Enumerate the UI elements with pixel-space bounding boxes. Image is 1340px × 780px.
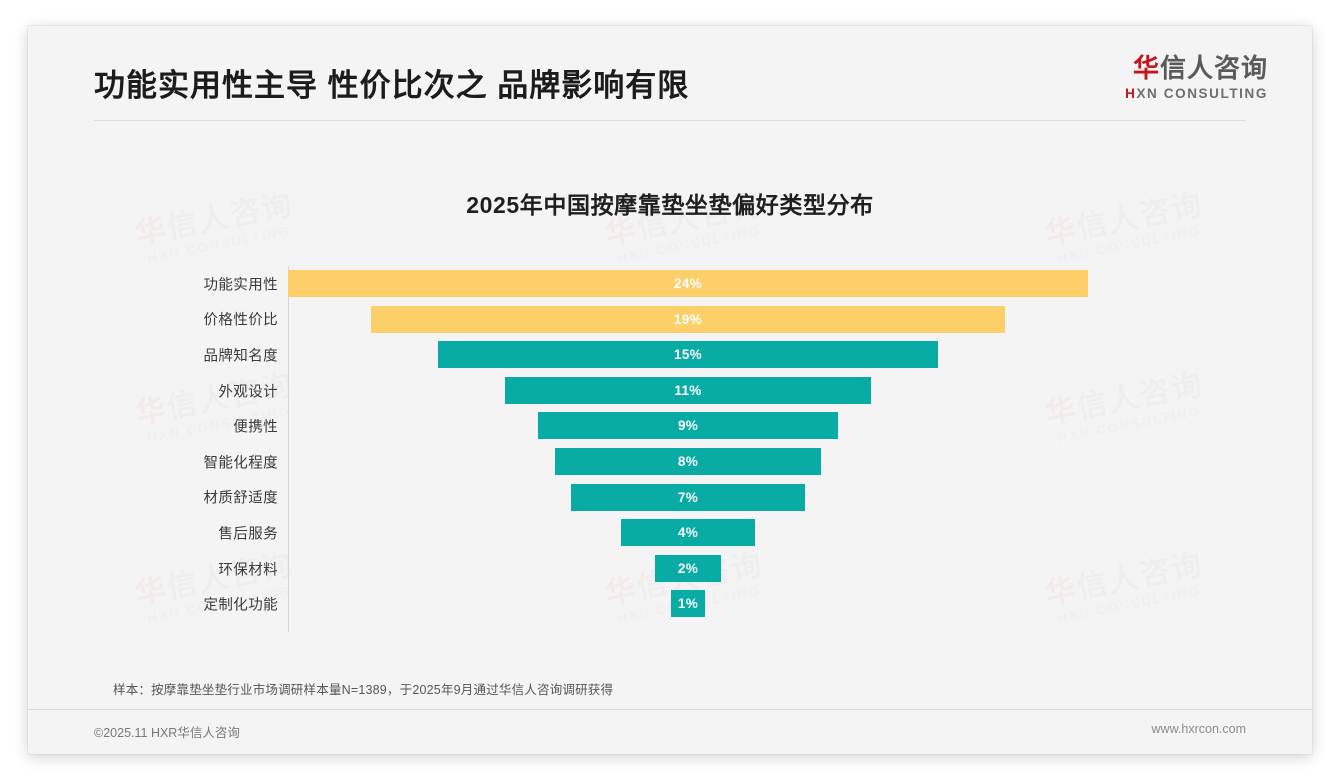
- bar-value-label: 11%: [674, 382, 702, 398]
- slide-card: 华信人咨询 HXN CONSULTING 华信人咨询 HXN CONSULTIN…: [28, 26, 1312, 754]
- bar-segment[interactable]: 9%: [538, 412, 838, 440]
- logo-cn-rest: 信人咨询: [1159, 53, 1268, 83]
- logo-en-rest: XN CONSULTING: [1136, 85, 1268, 101]
- chart-row: 价格性价比 19%: [28, 302, 1312, 338]
- chart-row: 环保材料 2%: [28, 551, 1312, 587]
- watermark-en: HXN CONSULTING: [1056, 222, 1202, 265]
- bar-value-label: 1%: [677, 596, 699, 612]
- bar-segment[interactable]: 19%: [371, 305, 1005, 333]
- logo-cn-highlight: 华: [1132, 53, 1160, 83]
- bar-value-label: 4%: [677, 525, 699, 541]
- bar-track: 11%: [288, 373, 1312, 409]
- watermark-en: HXN CONSULTING: [146, 222, 292, 265]
- chart-row: 功能实用性 24%: [28, 266, 1312, 302]
- logo-en-highlight: H: [1125, 85, 1137, 101]
- bar-track: 1%: [288, 586, 1312, 622]
- bar-track: 19%: [288, 302, 1312, 338]
- bar-segment[interactable]: 24%: [288, 270, 1088, 297]
- chart-row: 外观设计 11%: [28, 373, 1312, 409]
- category-label: 品牌知名度: [203, 348, 278, 365]
- category-label: 智能化程度: [203, 455, 278, 472]
- chart-row: 定制化功能 1%: [28, 586, 1312, 622]
- category-label: 外观设计: [218, 384, 278, 401]
- chart-row: 材质舒适度 7%: [28, 480, 1312, 516]
- bar-segment[interactable]: 11%: [504, 376, 872, 404]
- bar-track: 2%: [288, 551, 1312, 587]
- category-label: 价格性价比: [203, 312, 278, 329]
- chart-row: 便携性 9%: [28, 408, 1312, 444]
- bar-segment[interactable]: 1%: [671, 590, 705, 618]
- chart-title: 2025年中国按摩靠垫坐垫偏好类型分布: [466, 192, 874, 218]
- category-label: 环保材料: [218, 562, 278, 579]
- bar-track: 24%: [288, 266, 1312, 302]
- bar-track: 4%: [288, 515, 1312, 551]
- page-title: 功能实用性主导 性价比次之 品牌影响有限: [94, 68, 690, 103]
- category-label: 便携性: [233, 419, 278, 436]
- bar-value-label: 19%: [674, 311, 702, 327]
- bar-value-label: 7%: [677, 489, 699, 505]
- slide-footer: ©2025.11 HXR华信人咨询 www.hxrcon.com: [28, 710, 1312, 754]
- y-axis-line: [288, 266, 289, 632]
- bar-track: 7%: [288, 480, 1312, 516]
- category-label: 功能实用性: [203, 277, 278, 294]
- bar-value-label: 15%: [674, 347, 702, 363]
- bar-value-label: 8%: [677, 453, 699, 469]
- category-label: 定制化功能: [203, 597, 278, 614]
- bar-segment[interactable]: 4%: [621, 519, 755, 547]
- funnel-chart: 功能实用性 24% 价格性价比 19% 品牌知名度 15% 外观设计 11% 便携性 9% 智能化程…: [28, 266, 1312, 646]
- watermark-en: HXN CONSULTING: [616, 222, 762, 265]
- category-label: 材质舒适度: [203, 490, 278, 507]
- footer-divider: [28, 709, 1312, 710]
- chart-row: 品牌知名度 15%: [28, 337, 1312, 373]
- category-label: 售后服务: [218, 526, 278, 543]
- slide-header: 功能实用性主导 性价比次之 品牌影响有限 华信人咨询 HXN CONSULTIN…: [28, 26, 1312, 132]
- chart-rows: 功能实用性 24% 价格性价比 19% 品牌知名度 15% 外观设计 11% 便携性 9% 智能化程…: [28, 266, 1312, 622]
- bar-value-label: 9%: [677, 418, 699, 434]
- header-divider: [94, 120, 1246, 121]
- bar-track: 15%: [288, 337, 1312, 373]
- source-note: 样本：按摩靠垫坐垫行业市场调研样本量N=1389，于2025年9月通过华信人咨询…: [113, 683, 614, 697]
- brand-logo: 华信人咨询 HXN CONSULTING: [1125, 54, 1268, 101]
- bar-segment[interactable]: 7%: [571, 483, 805, 511]
- website-link[interactable]: www.hxrcon.com: [1151, 722, 1246, 736]
- bar-track: 9%: [288, 408, 1312, 444]
- bar-value-label: 24%: [674, 276, 702, 291]
- bar-segment[interactable]: 2%: [654, 554, 722, 582]
- bar-track: 8%: [288, 444, 1312, 480]
- chart-row: 智能化程度 8%: [28, 444, 1312, 480]
- bar-segment[interactable]: 15%: [438, 341, 938, 369]
- bar-segment[interactable]: 8%: [554, 447, 822, 475]
- copyright-text: ©2025.11 HXR华信人咨询: [94, 726, 240, 740]
- chart-row: 售后服务 4%: [28, 515, 1312, 551]
- bar-value-label: 2%: [677, 560, 699, 576]
